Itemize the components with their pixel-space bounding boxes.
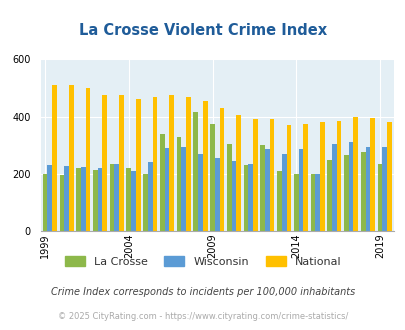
Bar — [319, 122, 324, 231]
Bar — [147, 162, 152, 231]
Bar — [43, 174, 47, 231]
Bar — [286, 125, 290, 231]
Bar — [185, 97, 190, 231]
Legend: La Crosse, Wisconsin, National: La Crosse, Wisconsin, National — [60, 251, 345, 271]
Bar — [364, 147, 369, 231]
Bar — [85, 88, 90, 231]
Bar — [164, 148, 169, 231]
Bar — [326, 159, 331, 231]
Bar — [47, 165, 52, 231]
Bar — [331, 144, 336, 231]
Bar — [181, 147, 185, 231]
Bar — [252, 119, 257, 231]
Bar — [109, 164, 114, 231]
Bar — [281, 154, 286, 231]
Bar — [160, 134, 164, 231]
Bar — [315, 174, 319, 231]
Bar — [126, 168, 131, 231]
Bar — [386, 122, 391, 231]
Bar — [76, 168, 81, 231]
Bar — [377, 164, 382, 231]
Bar — [98, 168, 102, 231]
Bar — [214, 158, 219, 231]
Bar — [69, 85, 73, 231]
Bar — [202, 101, 207, 231]
Bar — [260, 145, 264, 231]
Bar — [248, 164, 252, 231]
Bar — [226, 144, 231, 231]
Bar — [169, 95, 174, 231]
Bar — [136, 99, 140, 231]
Bar — [264, 149, 269, 231]
Bar — [269, 119, 274, 231]
Bar — [210, 124, 214, 231]
Bar — [193, 112, 198, 231]
Bar — [231, 161, 236, 231]
Bar — [353, 116, 357, 231]
Bar — [303, 124, 307, 231]
Bar — [348, 142, 353, 231]
Text: Crime Index corresponds to incidents per 100,000 inhabitants: Crime Index corresponds to incidents per… — [51, 287, 354, 297]
Bar — [382, 147, 386, 231]
Text: © 2025 CityRating.com - https://www.cityrating.com/crime-statistics/: © 2025 CityRating.com - https://www.city… — [58, 312, 347, 321]
Bar — [114, 164, 119, 231]
Bar — [336, 121, 341, 231]
Bar — [310, 174, 315, 231]
Bar — [152, 97, 157, 231]
Bar — [236, 115, 241, 231]
Bar — [360, 152, 364, 231]
Bar — [343, 155, 348, 231]
Bar — [176, 137, 181, 231]
Bar — [81, 167, 85, 231]
Text: La Crosse Violent Crime Index: La Crosse Violent Crime Index — [79, 23, 326, 38]
Bar — [243, 165, 248, 231]
Bar — [369, 118, 374, 231]
Bar — [277, 171, 281, 231]
Bar — [198, 154, 202, 231]
Bar — [52, 85, 57, 231]
Bar — [64, 166, 69, 231]
Bar — [93, 170, 98, 231]
Bar — [143, 174, 147, 231]
Bar — [60, 175, 64, 231]
Bar — [219, 108, 224, 231]
Bar — [119, 95, 124, 231]
Bar — [131, 171, 136, 231]
Bar — [102, 95, 107, 231]
Bar — [293, 174, 298, 231]
Bar — [298, 149, 303, 231]
